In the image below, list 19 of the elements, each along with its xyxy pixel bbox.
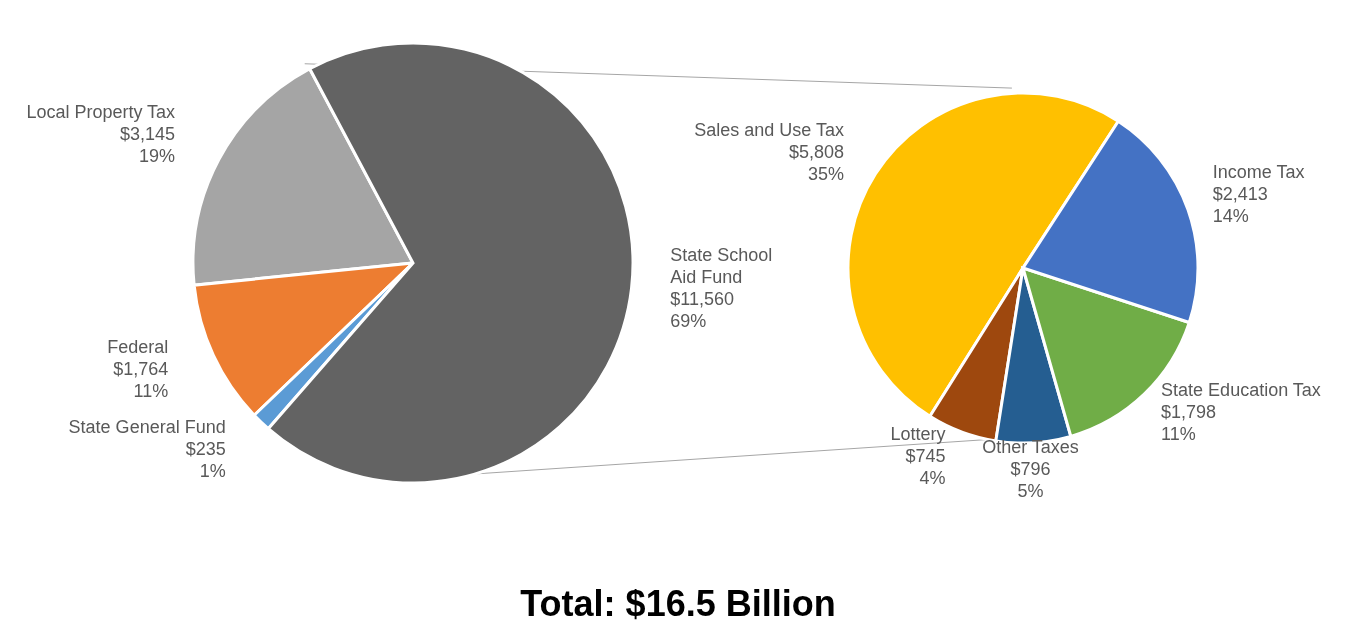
slice-label: Income Tax <box>1212 162 1305 183</box>
data-label: $1,798 11% <box>1161 401 1217 444</box>
data-label: $796 5% <box>1010 459 1051 502</box>
slice-label: Federal <box>107 336 169 357</box>
data-label: $5,808 35% <box>788 141 844 184</box>
slice-label: State General Fund <box>68 416 226 437</box>
data-label: $11,560 69% <box>670 289 734 332</box>
slice-label: Other Taxes <box>982 437 1079 458</box>
slice-label: Local Property Tax <box>26 101 176 122</box>
data-label: $1,764 11% <box>113 358 169 401</box>
data-label: $745 4% <box>905 446 946 489</box>
data-label: $3,145 19% <box>120 123 176 166</box>
slice-label: Sales and Use Tax <box>694 119 844 140</box>
data-label: $2,413 14% <box>1212 184 1268 227</box>
text: Total: $16.5 Billion <box>519 583 837 625</box>
slice-label: Lottery <box>890 424 946 445</box>
slice-label: State Education Tax <box>1161 379 1321 400</box>
data-label: $235 1% <box>185 438 226 481</box>
slice-label: State School Aid Fund <box>670 245 773 288</box>
